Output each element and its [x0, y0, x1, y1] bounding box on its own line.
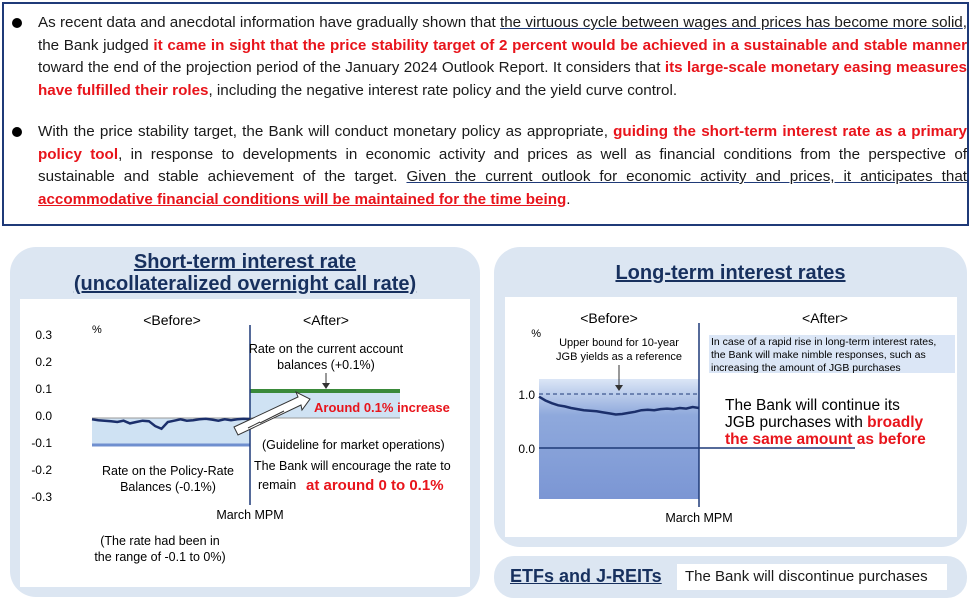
- long-term-title: Long-term interest rates: [615, 262, 846, 284]
- after-label: <After>: [303, 312, 349, 328]
- ytick: 0.2: [35, 355, 52, 369]
- long-term-chart-area: <Before> <After> % 1.0 0.0 Upper bound f…: [505, 297, 957, 537]
- march-mpm-label: March MPM: [665, 511, 732, 525]
- bullet-1: As recent data and anecdotal information…: [12, 12, 967, 102]
- y-unit: %: [531, 328, 541, 340]
- continue-text: The Bank will continue its: [725, 397, 900, 414]
- current-account-label: Rate on the current account: [249, 342, 404, 356]
- rapid-rise-text: increasing the amount of JGB purchases: [711, 362, 901, 374]
- rapid-rise-text: In case of a rapid rise in long-term int…: [711, 336, 936, 348]
- rapid-rise-text: the Bank will make nimble responses, suc…: [711, 349, 926, 361]
- y-unit: %: [92, 324, 102, 336]
- ytick: 0.0: [35, 409, 52, 423]
- summary-box: As recent data and anecdotal information…: [2, 2, 969, 226]
- short-term-panel: Short-term interest rate (uncollateraliz…: [10, 247, 480, 597]
- ytick: 0.0: [518, 442, 535, 456]
- call-rate-series: [91, 417, 251, 431]
- note-label: (The rate had been in: [100, 534, 220, 548]
- current-account-label: balances (+0.1%): [277, 358, 375, 372]
- short-term-title: Short-term interest rate: [133, 251, 357, 273]
- long-term-panel: Long-term interest rates <Before> <After…: [494, 247, 967, 547]
- jgb-yield-series: [538, 395, 700, 416]
- ytick: -0.1: [31, 436, 52, 450]
- target-range-label: at around 0 to 0.1%: [306, 477, 444, 494]
- ytick: 1.0: [518, 388, 535, 402]
- etf-text: The Bank will discontinue purchases: [677, 564, 947, 590]
- short-term-subtitle: (uncollateralized overnight call rate): [73, 273, 417, 295]
- continue-text-highlight: the same amount as before: [725, 431, 926, 448]
- before-label: <Before>: [143, 312, 201, 328]
- ytick: 0.3: [35, 328, 52, 342]
- increase-arrow: [233, 390, 311, 436]
- increase-label: Around 0.1% increase: [314, 400, 450, 415]
- note-label: the range of -0.1 to 0%): [94, 550, 225, 564]
- march-mpm-label: March MPM: [216, 508, 283, 522]
- etf-panel: ETFs and J-REITs The Bank will discontin…: [494, 556, 967, 598]
- policy-rate-label: Rate on the Policy-Rate: [102, 464, 234, 478]
- bullet-dot: [12, 127, 22, 137]
- ytick: -0.2: [31, 463, 52, 477]
- guideline-label: (Guideline for market operations): [262, 438, 445, 452]
- long-term-chart: <Before> <After> % 1.0 0.0 Upper bound f…: [518, 310, 955, 525]
- bullet-dot: [12, 18, 22, 28]
- bullet-2: With the price stability target, the Ban…: [12, 121, 967, 211]
- encourage-text: The Bank will encourage the rate to: [254, 459, 451, 473]
- ytick: 0.1: [35, 382, 52, 396]
- short-term-chart: 0.3 0.2 0.1 0.0 -0.1 -0.2 -0.3 % <Before…: [31, 312, 451, 564]
- before-label: <Before>: [580, 310, 638, 326]
- ytick: -0.3: [31, 490, 52, 504]
- encourage-text: remain: [258, 478, 296, 492]
- rapid-rise-highlight: [709, 335, 955, 373]
- after-label: <After>: [802, 310, 848, 326]
- policy-rate-label: Balances (-0.1%): [120, 480, 216, 494]
- upper-bound-label: Upper bound for 10-year: [559, 337, 679, 349]
- upper-bound-label: JGB yields as a reference: [556, 351, 682, 363]
- etf-title: ETFs and J-REITs: [510, 566, 662, 586]
- short-term-chart-area: 0.3 0.2 0.1 0.0 -0.1 -0.2 -0.3 % <Before…: [20, 299, 470, 587]
- yield-area: [539, 379, 699, 499]
- continue-text: JGB purchases with broadly: [725, 414, 924, 431]
